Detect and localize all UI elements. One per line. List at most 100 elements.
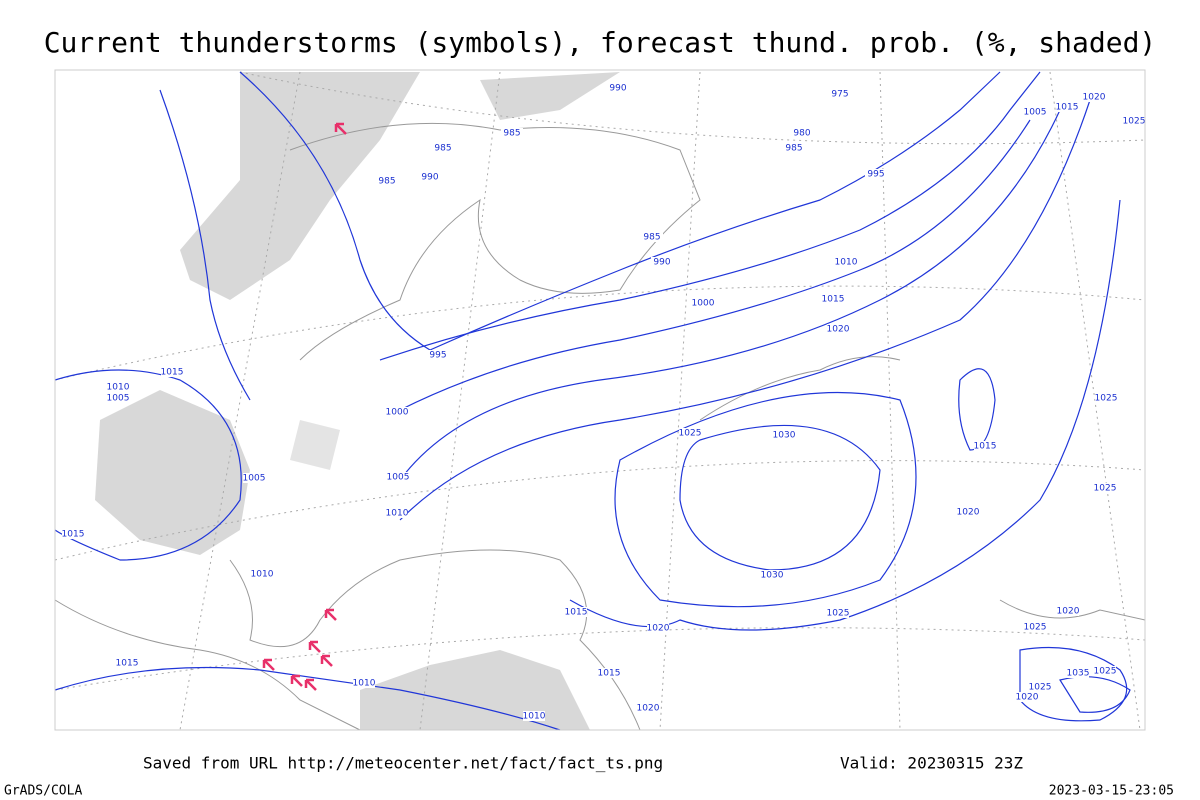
isobar-label: 1020 xyxy=(637,704,660,714)
label-bg xyxy=(1123,116,1145,126)
isobar-label: 1015 xyxy=(116,659,139,669)
isobar-label: 995 xyxy=(429,351,446,361)
label-bg xyxy=(791,128,813,138)
isobar-label: 1020 xyxy=(957,508,980,518)
isobar-label: 1000 xyxy=(386,408,409,418)
isobar-label: 990 xyxy=(609,84,626,94)
isobar-label: 980 xyxy=(793,129,810,139)
grid xyxy=(54,71,1146,731)
isobar-label: 1005 xyxy=(107,394,130,404)
isobar-label: 1015 xyxy=(161,368,184,378)
label-bg xyxy=(376,176,398,186)
isobar-labels: 990 975 980 985 985 985 990 985 995 985 990 1010 101… xyxy=(62,83,1146,722)
label-bg xyxy=(565,607,587,617)
isobar-label: 1025 xyxy=(1123,117,1146,127)
label-bg xyxy=(692,298,714,308)
isobar-label: 1025 xyxy=(827,609,850,619)
isobar-label: 1015 xyxy=(565,608,588,618)
isobar-label: 1005 xyxy=(1024,108,1047,118)
label-bg xyxy=(1094,483,1116,493)
label-bg xyxy=(761,570,783,580)
label-bg xyxy=(1056,102,1078,112)
isobar-label: 1030 xyxy=(773,431,796,441)
isobar-label: 1010 xyxy=(523,712,546,722)
label-bg xyxy=(1083,92,1105,102)
isobar-label: 1025 xyxy=(1094,667,1117,677)
label-bg xyxy=(419,172,441,182)
coastlines xyxy=(54,122,1146,731)
map-area xyxy=(55,70,1145,730)
label-bg xyxy=(116,658,138,668)
isobar-label: 1025 xyxy=(1094,484,1117,494)
isobar-label: 1015 xyxy=(598,669,621,679)
label-bg xyxy=(783,143,805,153)
label-bg xyxy=(598,668,620,678)
map-frame xyxy=(54,69,1146,731)
isobar-label: 1010 xyxy=(107,383,130,393)
isobar-label: 985 xyxy=(785,144,802,154)
label-bg xyxy=(523,711,545,721)
label-bg xyxy=(62,529,84,539)
label-bg xyxy=(107,382,129,392)
isobar-label: 985 xyxy=(434,144,451,154)
isobar-label: 985 xyxy=(378,177,395,187)
valid-time: Valid: 20230315 23Z xyxy=(840,754,1023,773)
label-bg xyxy=(957,507,979,517)
isobar-label: 1000 xyxy=(692,299,715,309)
label-bg xyxy=(427,350,449,360)
label-bg xyxy=(1024,107,1046,117)
isobar-label: 1020 xyxy=(827,325,850,335)
isobar-label: 1020 xyxy=(1016,693,1039,703)
label-bg xyxy=(827,608,849,618)
isobar-label: 1025 xyxy=(1095,394,1118,404)
label-bg xyxy=(386,508,408,518)
software: GrADS/COLA xyxy=(4,784,82,799)
isobar-label: 1010 xyxy=(353,679,376,689)
source-url: Saved from URL http://meteocenter.net/fa… xyxy=(143,754,663,773)
timestamp: 2023-03-15-23:05 xyxy=(1049,784,1174,799)
label-bg xyxy=(651,257,673,267)
label-bg xyxy=(865,169,887,179)
label-bg xyxy=(822,294,844,304)
label-bg xyxy=(679,428,701,438)
label-bg xyxy=(1094,666,1116,676)
label-bg xyxy=(773,430,795,440)
label-bg xyxy=(637,703,659,713)
isobar-label: 1015 xyxy=(974,442,997,452)
shading xyxy=(95,72,620,730)
label-bg xyxy=(607,83,629,93)
isobar-label: 1025 xyxy=(1029,683,1052,693)
label-bg xyxy=(251,569,273,579)
thunderstorm-symbols xyxy=(262,122,347,691)
label-bg xyxy=(387,472,409,482)
isobar-label: 1015 xyxy=(1056,103,1079,113)
label-bg xyxy=(647,623,669,633)
label-bg xyxy=(107,393,129,403)
isobar-label: 985 xyxy=(503,129,520,139)
label-bg xyxy=(432,143,454,153)
isobar-label: 1010 xyxy=(835,258,858,268)
isobar-label: 975 xyxy=(831,90,848,100)
isobar-label: 995 xyxy=(867,170,884,180)
isobar-label: 985 xyxy=(643,233,660,243)
label-bg xyxy=(161,367,183,377)
isobar-label: 1020 xyxy=(1057,607,1080,617)
isobar-label: 1020 xyxy=(647,624,670,634)
isobar-label: 1005 xyxy=(243,474,266,484)
isobar-label: 990 xyxy=(653,258,670,268)
label-bg xyxy=(827,324,849,334)
label-bg xyxy=(243,473,265,483)
isobar-label: 1015 xyxy=(62,530,85,540)
isobar-label: 990 xyxy=(421,173,438,183)
map: 990 975 980 985 985 985 990 985 995 985 990 1010 101… xyxy=(54,69,1146,731)
isobar-label: 1025 xyxy=(1024,623,1047,633)
label-bg xyxy=(353,678,375,688)
label-bg xyxy=(641,232,663,242)
label-bg xyxy=(829,89,851,99)
isobars xyxy=(54,71,1131,731)
label-bg xyxy=(1095,393,1117,403)
label-bg xyxy=(501,128,523,138)
isobar-label: 1035 xyxy=(1067,669,1090,679)
isobar-label: 1005 xyxy=(387,473,410,483)
